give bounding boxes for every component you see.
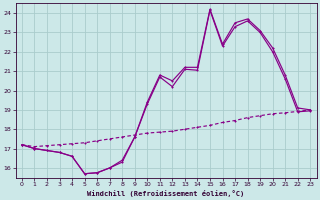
- X-axis label: Windchill (Refroidissement éolien,°C): Windchill (Refroidissement éolien,°C): [87, 190, 245, 197]
